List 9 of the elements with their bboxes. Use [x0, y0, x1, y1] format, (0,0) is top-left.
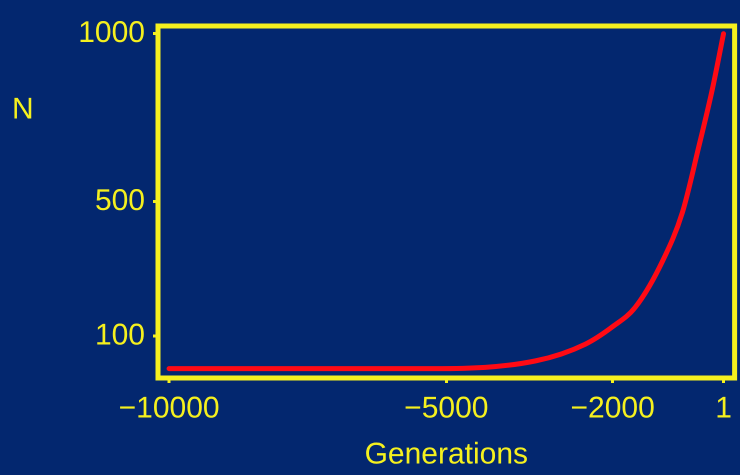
x-tick-label: 1 — [715, 391, 732, 424]
y-tick-label: 100 — [94, 318, 145, 352]
x-tick-label: −2000 — [570, 391, 655, 424]
y-axis-title: N — [12, 92, 34, 126]
y-tick-label: 500 — [94, 184, 145, 217]
x-tick-label: −10000 — [118, 391, 220, 424]
x-axis-title: Generations — [364, 437, 528, 470]
y-tick-label: 1000 — [78, 16, 145, 49]
x-tick-label: −5000 — [404, 391, 488, 424]
